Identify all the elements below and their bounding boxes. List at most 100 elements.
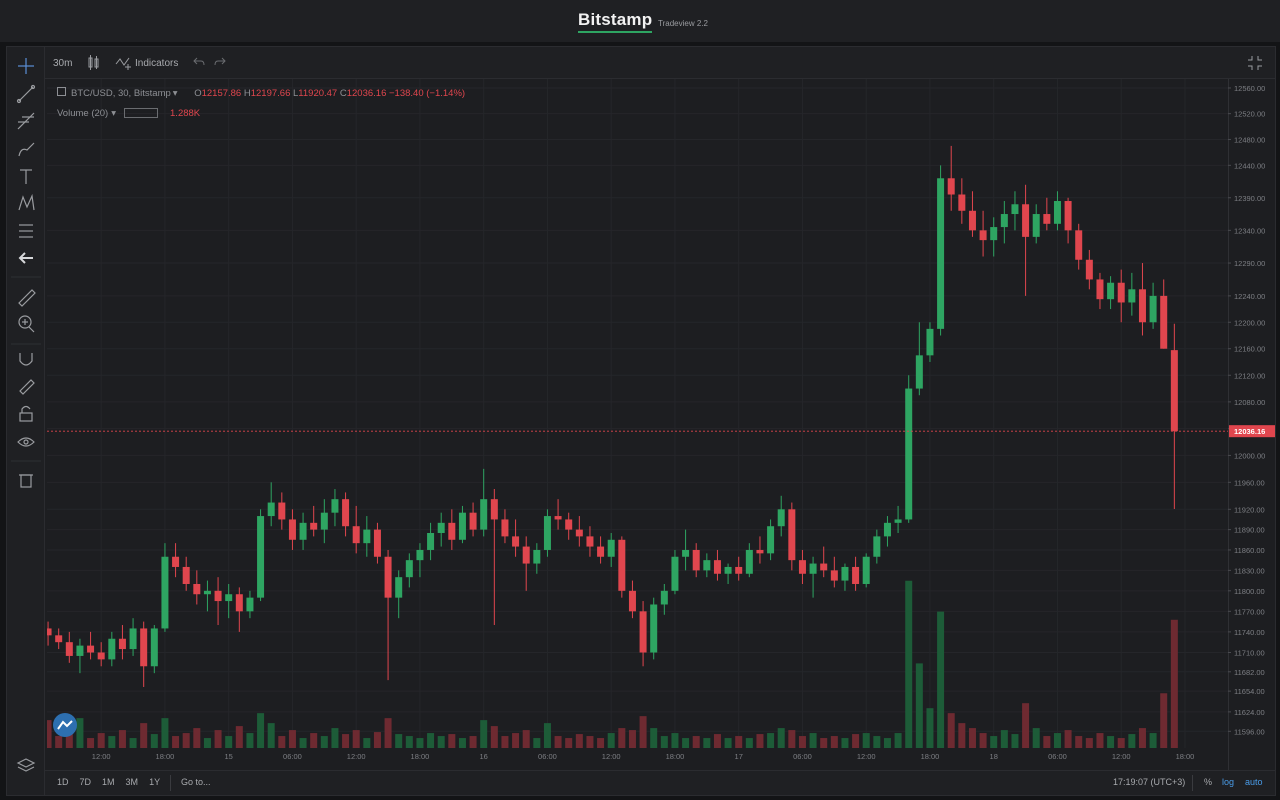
volume-bar bbox=[395, 734, 403, 748]
range-button[interactable]: 1Y bbox=[149, 777, 161, 787]
separator bbox=[170, 775, 171, 791]
x-tick-label: 12:00 bbox=[347, 752, 366, 761]
ruler-tool[interactable] bbox=[18, 289, 36, 307]
volume-bar bbox=[915, 663, 923, 748]
forecast-tool[interactable] bbox=[19, 224, 33, 238]
candle-body bbox=[1032, 214, 1040, 237]
y-tick-label: 12390.00 bbox=[1234, 194, 1265, 203]
volume-bar bbox=[448, 734, 456, 748]
candle-body bbox=[979, 230, 987, 241]
volume-bar bbox=[490, 726, 498, 748]
indicators-icon[interactable] bbox=[115, 55, 133, 71]
candle-body bbox=[1170, 350, 1178, 432]
visibility-tool[interactable] bbox=[17, 437, 35, 447]
candle-body bbox=[480, 499, 488, 530]
candle-body bbox=[1075, 230, 1083, 260]
interval-button[interactable]: 30m bbox=[53, 58, 73, 69]
volume-bar bbox=[235, 726, 243, 748]
price-chart[interactable]: 12560.00 12520.00 12480.00 12440.00 12390.00… bbox=[47, 79, 1275, 770]
magnet-tool[interactable] bbox=[19, 353, 33, 366]
layers-tool[interactable] bbox=[16, 758, 36, 772]
brush-tool[interactable] bbox=[18, 142, 35, 157]
volume-bar bbox=[820, 738, 828, 748]
candle-body bbox=[1064, 201, 1072, 231]
symbol[interactable]: BTC/USD, 30, Bitstamp bbox=[71, 88, 171, 99]
volume-bar bbox=[873, 736, 881, 748]
zoom-tool[interactable] bbox=[18, 315, 35, 333]
volume-bar bbox=[278, 736, 286, 748]
candle-body bbox=[118, 638, 126, 650]
range-button[interactable]: 1M bbox=[102, 777, 115, 787]
indicators-button[interactable]: Indicators bbox=[135, 58, 179, 69]
volume-buttons[interactable] bbox=[124, 108, 159, 119]
brand[interactable]: Bitstamp bbox=[578, 10, 653, 33]
candle-body bbox=[756, 549, 764, 554]
volume-bar bbox=[607, 733, 615, 748]
y-tick-label: 11710.00 bbox=[1234, 648, 1265, 657]
volume-dropdown[interactable]: ▾ bbox=[111, 108, 117, 119]
log-button[interactable]: log bbox=[1222, 777, 1235, 787]
candle-body bbox=[448, 522, 456, 540]
volume-bar bbox=[384, 718, 392, 748]
volume-bar bbox=[958, 723, 966, 748]
candle-body bbox=[246, 597, 254, 612]
fullscreen-button[interactable] bbox=[1247, 55, 1263, 71]
crosshair-tool[interactable] bbox=[18, 58, 34, 74]
y-tick-label: 11654.00 bbox=[1234, 687, 1265, 696]
range-button[interactable]: 1D bbox=[57, 777, 69, 787]
volume-bar bbox=[427, 733, 435, 748]
y-tick-label: 12480.00 bbox=[1234, 135, 1265, 144]
goto-button[interactable]: Go to... bbox=[181, 777, 211, 787]
candle-body bbox=[767, 526, 775, 554]
top-toolbar: 30m Indicators bbox=[45, 47, 1275, 79]
volume-bar bbox=[756, 734, 764, 748]
text-tool[interactable] bbox=[20, 169, 32, 184]
candle-body bbox=[278, 502, 286, 520]
trend-line-tool[interactable] bbox=[16, 84, 36, 104]
volume-bar bbox=[894, 733, 902, 748]
volume-bar bbox=[1043, 736, 1051, 748]
y-tick-label: 12340.00 bbox=[1234, 226, 1265, 235]
volume-bar bbox=[735, 736, 743, 748]
delete-tool[interactable] bbox=[19, 474, 33, 488]
candle-body bbox=[618, 539, 626, 591]
open-value: 12157.86 bbox=[201, 88, 242, 99]
range-button[interactable]: 3M bbox=[125, 777, 139, 787]
candle-body bbox=[937, 178, 945, 329]
volume-bar bbox=[830, 736, 838, 748]
back-arrow[interactable] bbox=[18, 252, 33, 264]
candle-body bbox=[267, 502, 275, 517]
volume-bar bbox=[225, 736, 233, 748]
candle-body bbox=[108, 638, 116, 660]
volume-bar bbox=[288, 730, 296, 748]
candle-body bbox=[458, 512, 466, 540]
volume-bar bbox=[352, 730, 360, 748]
candle-body bbox=[990, 227, 998, 241]
candle-body bbox=[161, 556, 169, 629]
volume-bar bbox=[416, 738, 424, 748]
volume-bar bbox=[905, 580, 913, 748]
volume-bar bbox=[108, 736, 116, 748]
volume-bar bbox=[1085, 738, 1093, 748]
logo-button[interactable] bbox=[52, 712, 78, 738]
chart-style-button[interactable] bbox=[87, 54, 101, 72]
y-tick-label: 11596.00 bbox=[1234, 727, 1265, 736]
volume-bar bbox=[1075, 736, 1083, 748]
auto-button[interactable]: auto bbox=[1245, 777, 1263, 787]
symbol-dropdown[interactable]: ▾ bbox=[172, 88, 178, 99]
candle-body bbox=[777, 509, 785, 527]
volume-bar bbox=[937, 611, 945, 748]
range-button[interactable]: 7D bbox=[79, 777, 92, 787]
volume-name[interactable]: Volume (20) bbox=[57, 108, 109, 119]
undo-redo[interactable] bbox=[191, 56, 231, 70]
lock-drawing-tool[interactable] bbox=[19, 379, 35, 395]
left-toolbar bbox=[7, 47, 45, 795]
volume-bar bbox=[883, 738, 891, 748]
candle-body bbox=[575, 529, 583, 537]
percent-button[interactable]: % bbox=[1204, 777, 1213, 787]
candle-body bbox=[140, 628, 148, 667]
pattern-tool[interactable] bbox=[18, 193, 35, 211]
x-tick-label: 12:00 bbox=[92, 752, 111, 761]
lock-tool[interactable] bbox=[19, 405, 33, 422]
fib-tool[interactable] bbox=[17, 112, 35, 130]
